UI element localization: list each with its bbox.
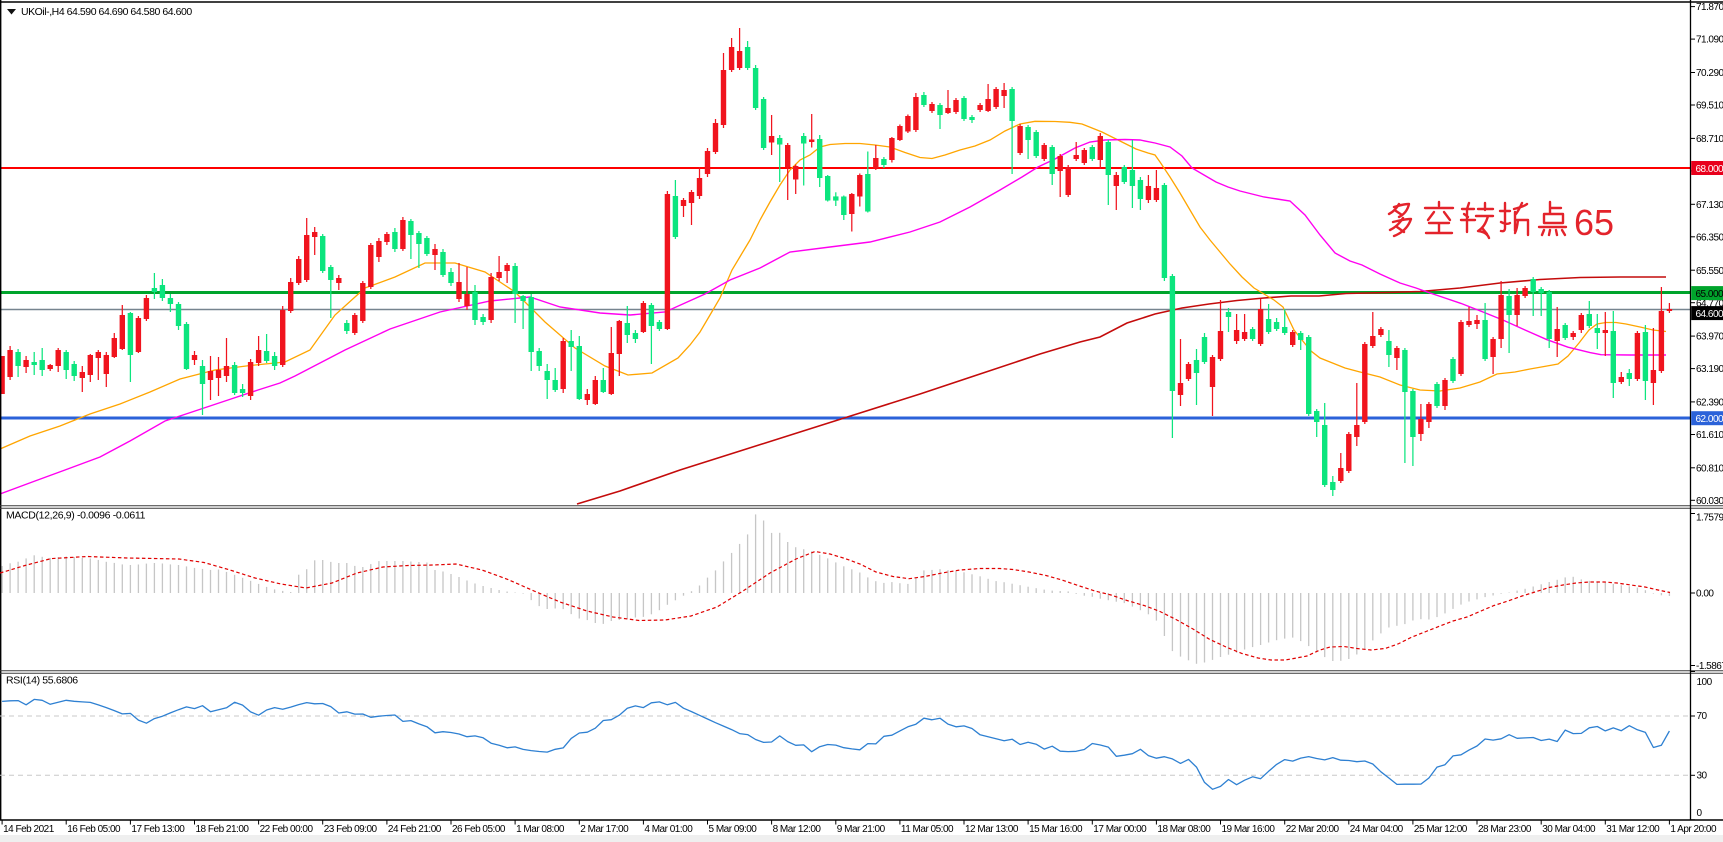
svg-text:62.000: 62.000: [1696, 414, 1723, 425]
svg-text:15 Mar 16:00: 15 Mar 16:00: [1029, 824, 1083, 835]
svg-text:MACD(12,26,9) -0.0096 -0.0611: MACD(12,26,9) -0.0096 -0.0611: [6, 510, 146, 522]
svg-text:30: 30: [1697, 770, 1708, 781]
svg-text:70: 70: [1697, 711, 1708, 722]
svg-text:4 Mar 01:00: 4 Mar 01:00: [644, 824, 693, 835]
svg-text:65.550: 65.550: [1696, 266, 1723, 277]
svg-text:65.000: 65.000: [1696, 289, 1723, 300]
svg-text:22 Feb 00:00: 22 Feb 00:00: [260, 824, 314, 835]
svg-text:17 Feb 13:00: 17 Feb 13:00: [131, 824, 185, 835]
svg-text:18 Mar 08:00: 18 Mar 08:00: [1157, 824, 1211, 835]
svg-text:68.710: 68.710: [1696, 134, 1723, 145]
svg-text:61.610: 61.610: [1696, 430, 1723, 441]
svg-text:68.000: 68.000: [1696, 164, 1723, 175]
svg-text:23 Feb 09:00: 23 Feb 09:00: [324, 824, 378, 835]
svg-text:9 Mar 21:00: 9 Mar 21:00: [837, 824, 886, 835]
svg-text:11 Mar 05:00: 11 Mar 05:00: [901, 824, 954, 835]
svg-text:71.870: 71.870: [1696, 2, 1723, 13]
svg-text:30 Mar 04:00: 30 Mar 04:00: [1542, 824, 1596, 835]
svg-text:8 Mar 12:00: 8 Mar 12:00: [773, 824, 822, 835]
svg-text:0.00: 0.00: [1696, 589, 1714, 600]
svg-text:22 Mar 20:00: 22 Mar 20:00: [1286, 824, 1340, 835]
svg-text:63.970: 63.970: [1696, 332, 1723, 343]
svg-text:28 Mar 23:00: 28 Mar 23:00: [1478, 824, 1532, 835]
svg-text:18 Feb 21:00: 18 Feb 21:00: [196, 824, 250, 835]
svg-text:16 Feb 05:00: 16 Feb 05:00: [67, 824, 121, 835]
svg-text:24 Feb 21:00: 24 Feb 21:00: [388, 824, 442, 835]
svg-text:1.7579: 1.7579: [1696, 513, 1723, 524]
svg-text:12 Mar 13:00: 12 Mar 13:00: [965, 824, 1019, 835]
svg-text:64.770: 64.770: [1696, 298, 1723, 309]
svg-text:60.810: 60.810: [1696, 463, 1723, 474]
svg-text:25 Mar 12:00: 25 Mar 12:00: [1414, 824, 1468, 835]
svg-text:17 Mar 00:00: 17 Mar 00:00: [1093, 824, 1147, 835]
svg-text:19 Mar 16:00: 19 Mar 16:00: [1222, 824, 1276, 835]
svg-text:70.290: 70.290: [1696, 68, 1723, 79]
svg-text:71.090: 71.090: [1696, 35, 1723, 46]
svg-text:62.390: 62.390: [1696, 398, 1723, 409]
svg-text:31 Mar 12:00: 31 Mar 12:00: [1606, 824, 1660, 835]
svg-text:26 Feb 05:00: 26 Feb 05:00: [452, 824, 506, 835]
svg-text:0: 0: [1697, 808, 1703, 819]
svg-text:100: 100: [1697, 677, 1713, 688]
svg-text:-1.5867: -1.5867: [1696, 661, 1723, 672]
svg-text:67.130: 67.130: [1696, 200, 1723, 211]
svg-text:63.190: 63.190: [1696, 364, 1723, 375]
svg-text:1 Apr 20:00: 1 Apr 20:00: [1670, 824, 1717, 835]
svg-text:69.510: 69.510: [1696, 101, 1723, 112]
svg-text:5 Mar 09:00: 5 Mar 09:00: [709, 824, 758, 835]
svg-text:2 Mar 17:00: 2 Mar 17:00: [580, 824, 629, 835]
svg-text:RSI(14) 55.6806: RSI(14) 55.6806: [6, 675, 78, 687]
svg-text:65: 65: [1574, 202, 1614, 243]
svg-text:64.600: 64.600: [1696, 309, 1723, 320]
svg-text:60.030: 60.030: [1696, 496, 1723, 507]
svg-text:66.350: 66.350: [1696, 232, 1723, 243]
svg-text:14 Feb 2021: 14 Feb 2021: [3, 824, 55, 835]
svg-text:UKOil-,H4 64.590 64.690 64.58: UKOil-,H4 64.590 64.690 64.580 64.600: [21, 6, 192, 18]
svg-text:1 Mar 08:00: 1 Mar 08:00: [516, 824, 565, 835]
svg-text:24 Mar 04:00: 24 Mar 04:00: [1350, 824, 1404, 835]
